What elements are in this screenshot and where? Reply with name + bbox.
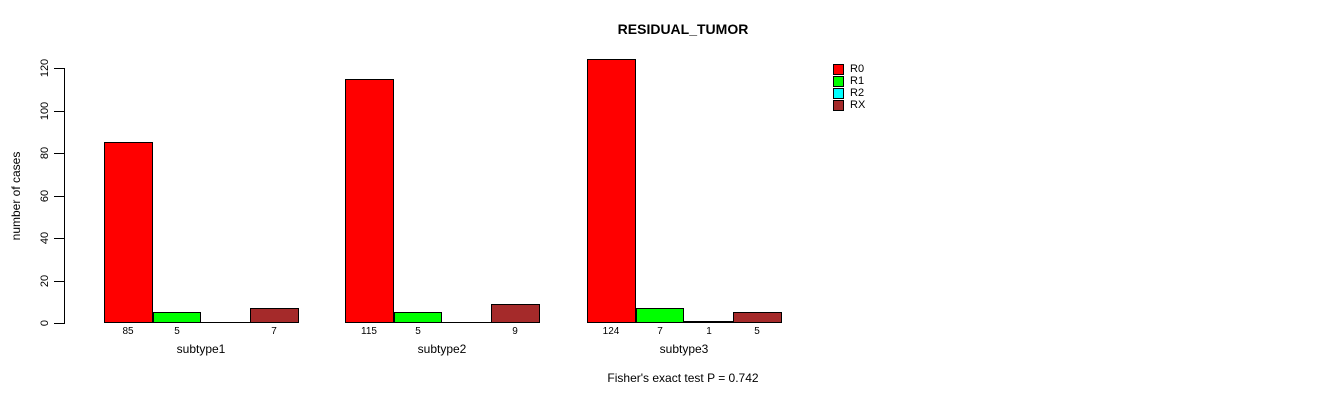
bar-value-label: 1 (706, 326, 712, 337)
x-category-label: subtype3 (659, 342, 709, 356)
legend-swatch (833, 87, 844, 99)
y-axis-tick (54, 238, 64, 239)
legend-item: R2 (833, 87, 865, 99)
y-axis-tick (54, 68, 64, 69)
bar (250, 308, 299, 323)
y-axis-tick (54, 111, 64, 112)
legend-item: R0 (833, 63, 865, 75)
bar (345, 79, 394, 323)
y-axis-label: number of cases (9, 151, 23, 241)
bar (733, 312, 782, 323)
bar-value-label: 5 (174, 326, 180, 337)
chart-title: RESIDUAL_TUMOR (617, 21, 749, 37)
bar-value-label: 7 (657, 326, 663, 337)
bar-value-label: 115 (361, 326, 377, 337)
bar-value-label: 124 (602, 326, 620, 337)
y-axis-tick-label: 40 (39, 231, 51, 245)
bar-value-label: 5 (754, 326, 760, 337)
y-axis-tick-label: 100 (39, 101, 51, 121)
y-axis-tick (54, 153, 64, 154)
x-category-label: subtype1 (176, 342, 226, 356)
bar-value-label: 5 (415, 326, 421, 337)
legend-swatch (833, 75, 844, 87)
legend-item-label: R0 (850, 63, 865, 75)
bar-value-label: 85 (122, 326, 134, 337)
bar-zero-line (201, 322, 250, 323)
bar (684, 321, 733, 323)
y-axis-tick-label: 0 (39, 319, 51, 327)
y-axis-tick (54, 323, 64, 324)
legend-item-label: R2 (850, 87, 865, 99)
y-axis-tick-label: 60 (39, 189, 51, 203)
bar (153, 312, 201, 323)
bar (636, 308, 684, 323)
bar (104, 142, 153, 323)
legend-swatch (833, 63, 844, 75)
bar-zero-line (442, 322, 491, 323)
bar (491, 304, 540, 323)
x-category-label: subtype2 (417, 342, 467, 356)
y-axis-tick-label: 80 (39, 146, 51, 160)
legend-item: RX (833, 99, 865, 111)
annotation-text: Fisher's exact test P = 0.742 (607, 371, 759, 385)
legend: R0 R1 R2 RX (833, 63, 865, 111)
legend-item-label: RX (850, 99, 866, 111)
y-axis-tick-label: 20 (39, 274, 51, 288)
bar-value-label: 7 (271, 326, 277, 337)
y-axis-tick-label: 120 (39, 58, 51, 78)
legend-item-label: R1 (850, 75, 865, 87)
y-axis-tick (54, 281, 64, 282)
legend-swatch (833, 99, 844, 111)
y-axis-line (64, 68, 65, 324)
y-axis-tick (54, 196, 64, 197)
legend-item: R1 (833, 75, 865, 87)
bar (394, 312, 442, 323)
bar-value-label: 9 (512, 326, 518, 337)
bar (587, 59, 636, 323)
